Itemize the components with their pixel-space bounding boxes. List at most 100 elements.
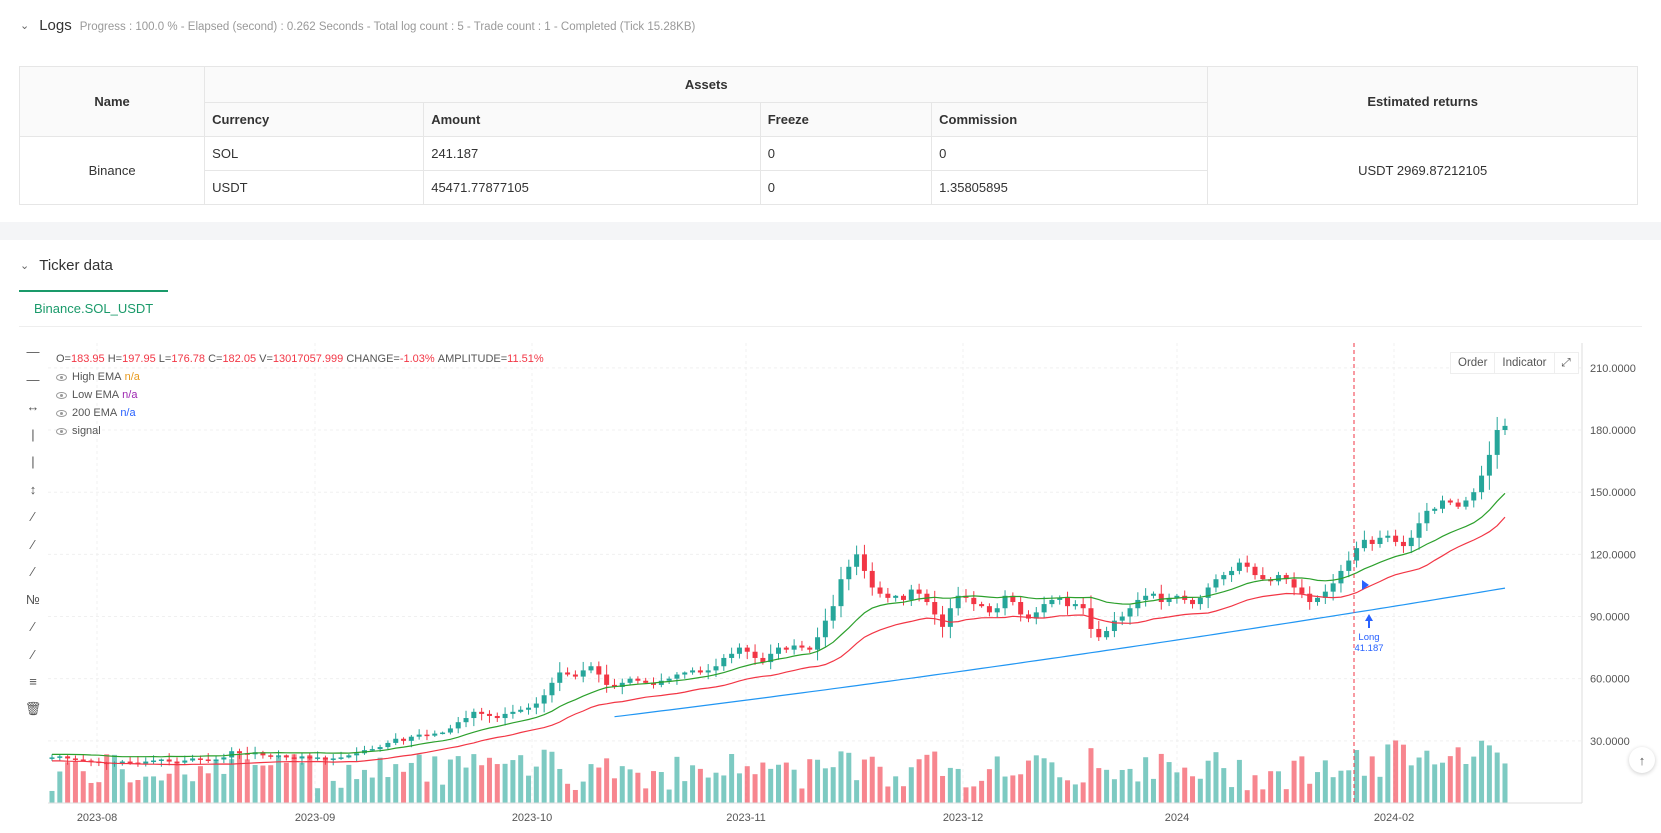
candle-body: [1361, 539, 1367, 549]
trade-label: Long: [1358, 632, 1379, 643]
volume-bars: [49, 740, 1508, 803]
candle-body: [1111, 620, 1117, 632]
fullscreen-icon[interactable]: ⤢: [1561, 357, 1571, 369]
candle-body: [479, 711, 485, 714]
volume-bar: [88, 782, 94, 803]
volume-bar: [486, 757, 492, 803]
volume-bar: [49, 790, 55, 803]
chevron-down-icon[interactable]: ⌄: [20, 20, 30, 32]
candle-body: [783, 647, 789, 650]
vertical-ray-icon[interactable]: |: [31, 454, 35, 470]
volume-bar: [432, 756, 438, 803]
segment-line-icon[interactable]: ∕: [31, 564, 35, 580]
volume-bar: [627, 769, 633, 803]
candle-body: [80, 759, 86, 761]
vertical-line-icon[interactable]: |: [31, 426, 35, 442]
candle-body: [1354, 548, 1360, 561]
horizontal-segment-icon[interactable]: ↔: [26, 399, 40, 415]
chevron-down-icon[interactable]: ⌄: [20, 260, 30, 272]
candle-body: [916, 589, 922, 594]
volume-bar: [174, 761, 180, 803]
volume-bar: [924, 754, 930, 803]
volume-bar: [744, 766, 750, 803]
volume-bar: [1330, 777, 1336, 803]
candle-body: [119, 761, 125, 764]
horizontal-line-icon[interactable]: —: [26, 344, 40, 360]
volume-bar: [369, 777, 375, 803]
ticker-tabs: Binance.SOL_USDT: [19, 290, 169, 324]
candle-body: [643, 680, 649, 683]
volume-bar: [963, 787, 969, 803]
candle-body: [1221, 575, 1227, 580]
fibonacci-icon[interactable]: ∕: [31, 646, 35, 662]
ticker-title: Ticker data: [39, 257, 113, 274]
candle-body: [627, 678, 633, 683]
volume-bar: [877, 766, 883, 803]
candle-body: [854, 554, 860, 567]
fib-levels-icon[interactable]: ≡: [29, 674, 37, 690]
order-button[interactable]: Order: [1451, 353, 1496, 373]
volume-bar: [1174, 772, 1180, 803]
candle-body: [1252, 566, 1258, 576]
trash-icon[interactable]: 🗑: [24, 701, 42, 717]
logs-header[interactable]: ⌄ Logs Progress : 100.0 % - Elapsed (sec…: [20, 17, 695, 34]
price-label-icon[interactable]: №: [26, 591, 40, 607]
volume-bar: [557, 768, 563, 803]
candle-body: [268, 755, 274, 757]
volume-bar: [1057, 777, 1063, 803]
candle-body: [440, 732, 446, 735]
candle-body: [283, 755, 289, 758]
volume-bar: [1002, 776, 1008, 803]
volume-bar: [307, 755, 313, 803]
volume-value: 13017057.999: [272, 353, 344, 365]
close-value: 182.05: [222, 353, 257, 365]
volume-bar: [1322, 760, 1328, 803]
volume-bar: [635, 772, 641, 803]
legend-signal[interactable]: signal: [56, 422, 544, 440]
volume-bar: [1354, 750, 1360, 803]
ray-line-icon[interactable]: ∕: [31, 536, 35, 552]
high-value: 197.95: [122, 353, 156, 365]
volume-bar: [1096, 768, 1102, 803]
candle-body: [1041, 604, 1047, 613]
volume-bar: [611, 778, 617, 803]
volume-bar: [221, 773, 227, 803]
legend-200-ema[interactable]: 200 EMA n/a: [56, 404, 544, 422]
volume-bar: [1010, 775, 1016, 803]
volume-bar: [807, 759, 813, 803]
eye-icon: [56, 427, 67, 435]
volume-bar: [713, 772, 719, 803]
parallel-channel-icon[interactable]: ∕: [31, 619, 35, 635]
ticker-header[interactable]: ⌄ Ticker data: [20, 257, 113, 274]
volume-bar: [471, 754, 477, 803]
vertical-segment-icon[interactable]: ↕: [29, 481, 37, 497]
volume-bar: [783, 762, 789, 803]
volume-bar: [80, 771, 86, 803]
volume-bar: [143, 776, 149, 803]
horizontal-ray-icon[interactable]: —: [26, 371, 40, 387]
legend-high-ema[interactable]: High EMA n/a: [56, 368, 544, 386]
trend-line-icon[interactable]: ∕: [31, 509, 35, 525]
currency-cell: SOL: [204, 136, 425, 171]
candle-body: [1158, 593, 1164, 603]
candle-body: [455, 722, 461, 729]
volume-bar: [338, 787, 344, 803]
volume-bar: [104, 754, 110, 803]
scroll-top-button[interactable]: ↑: [1629, 747, 1655, 773]
logs-title: Logs: [39, 17, 72, 34]
indicator-button[interactable]: Indicator: [1495, 353, 1555, 373]
tab-sol-usdt[interactable]: Binance.SOL_USDT: [19, 290, 169, 324]
legend-low-ema[interactable]: Low EMA n/a: [56, 386, 544, 404]
volume-bar: [315, 788, 321, 803]
volume-bar: [502, 763, 508, 803]
volume-bar: [1424, 750, 1430, 803]
volume-bar: [1150, 778, 1156, 803]
candle-body: [736, 647, 742, 654]
y-tick-label: 180.0000: [1590, 425, 1636, 437]
candle-body: [1119, 616, 1125, 621]
candle-body: [900, 595, 906, 600]
candle-body: [401, 738, 407, 741]
currency-cell: USDT: [204, 170, 425, 205]
candle-body: [424, 734, 430, 737]
